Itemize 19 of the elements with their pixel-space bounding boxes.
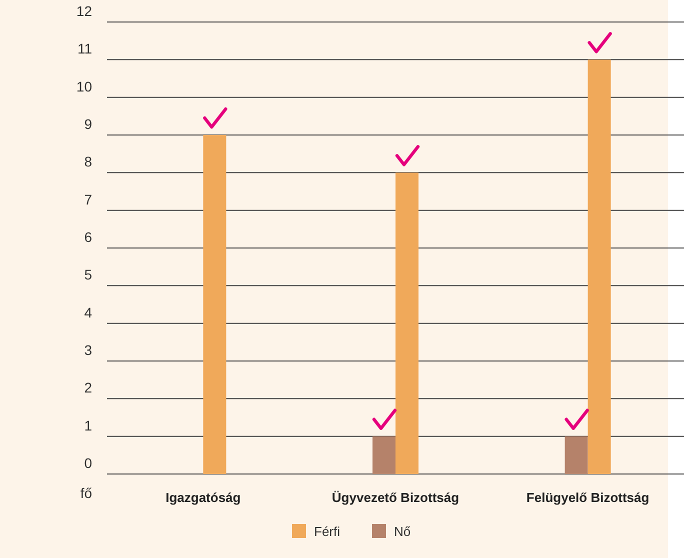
legend-label: Nő (394, 524, 411, 539)
x-tick-label: Felügyelő Bizottság (526, 490, 650, 505)
y-tick-label: 3 (84, 342, 92, 358)
y-tick-label: 10 (76, 78, 92, 94)
y-tick-label: 9 (84, 116, 92, 132)
y-tick-label: 7 (84, 191, 92, 208)
y-tick-label: 1 (84, 417, 92, 434)
x-tick-label: Igazgatóság (166, 490, 241, 505)
y-tick-label: 8 (84, 154, 92, 170)
legend-label: Férfi (314, 524, 340, 539)
y-axis-title: fő (80, 485, 92, 501)
y-tick-label: 5 (84, 266, 92, 283)
y-tick-label: 2 (84, 380, 92, 396)
y-tick-label: 11 (77, 40, 92, 57)
x-tick-label: Ügyvezető Bizottság (332, 490, 460, 505)
y-tick-label: 0 (84, 455, 92, 471)
y-tick-label: 6 (84, 229, 92, 245)
y-tick-label: 12 (76, 3, 92, 19)
y-tick-label: 4 (84, 304, 92, 320)
